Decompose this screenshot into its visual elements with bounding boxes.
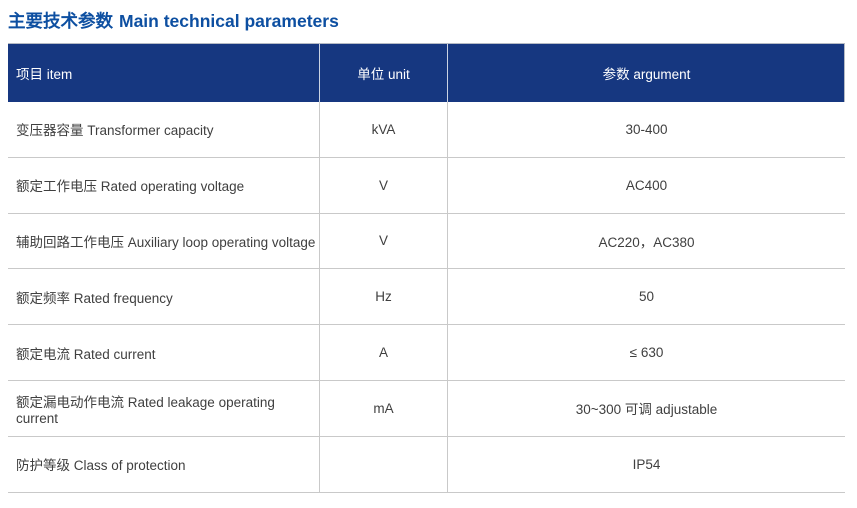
cell-unit: mA <box>320 380 448 436</box>
table-header-row: 项目 item 单位 unit 参数 argument <box>8 43 845 102</box>
table-row: 额定电流 Rated current A ≤ 630 <box>8 325 845 381</box>
table-row: 额定频率 Rated frequency Hz 50 <box>8 269 845 326</box>
header-cell-argument: 参数 argument <box>602 67 691 82</box>
cell-unit: kVA <box>320 102 448 157</box>
cell-argument: AC220，AC380 <box>598 234 695 250</box>
cell-item: 额定电流 Rated current <box>8 325 320 380</box>
cell-argument: 30~300 可调 adjustable <box>575 402 718 418</box>
cell-unit: V <box>320 157 448 213</box>
cell-argument: 30-400 <box>625 121 668 137</box>
header-cell-unit: 单位 unit <box>320 44 448 102</box>
cell-argument: AC400 <box>625 177 668 193</box>
cell-argument: 50 <box>638 289 655 305</box>
parameters-table: 项目 item 单位 unit 参数 argument 变压器容量 Transf… <box>8 43 845 493</box>
header-cell-item: 项目 item <box>8 44 320 102</box>
cell-argument: ≤ 630 <box>629 345 664 361</box>
cell-unit <box>320 436 448 492</box>
table-row: 额定漏电动作电流 Rated leakage operating current… <box>8 380 845 437</box>
cell-item: 额定频率 Rated frequency <box>8 269 320 325</box>
page-title-zh: 主要技术参数 <box>8 11 113 31</box>
table-row: 防护等级 Class of protection IP54 <box>8 436 845 493</box>
table-row: 额定工作电压 Rated operating voltage V AC400 <box>8 157 845 214</box>
page-title: 主要技术参数 Main technical parameters <box>8 8 339 33</box>
cell-item: 变压器容量 Transformer capacity <box>8 102 320 157</box>
cell-item: 额定漏电动作电流 Rated leakage operating current <box>8 380 320 436</box>
cell-unit: Hz <box>320 269 448 325</box>
table-row: 辅助回路工作电压 Auxiliary loop operating voltag… <box>8 213 845 270</box>
cell-item: 辅助回路工作电压 Auxiliary loop operating voltag… <box>8 213 320 269</box>
cell-unit: A <box>320 325 448 380</box>
cell-argument: IP54 <box>632 456 661 472</box>
table-row: 变压器容量 Transformer capacity kVA 30-400 <box>8 102 845 158</box>
cell-item: 防护等级 Class of protection <box>8 436 320 492</box>
table-body: 变压器容量 Transformer capacity kVA 30-400 额定… <box>8 102 845 493</box>
cell-unit: V <box>320 213 448 269</box>
cell-item: 额定工作电压 Rated operating voltage <box>8 157 320 213</box>
page-title-en: Main technical parameters <box>119 11 339 31</box>
